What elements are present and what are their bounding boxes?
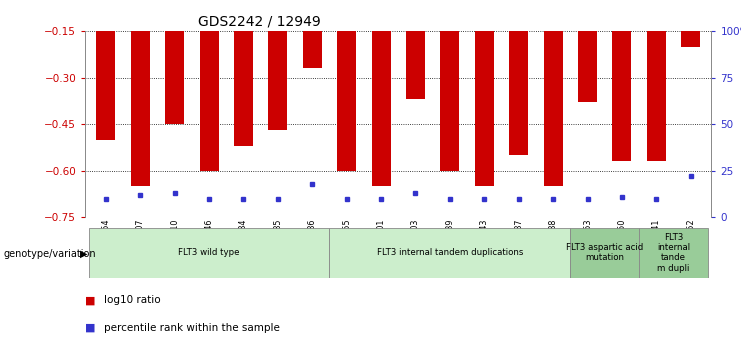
Bar bbox=[613, 31, 631, 161]
Bar bbox=[268, 31, 288, 130]
Text: ▶: ▶ bbox=[80, 249, 87, 258]
Text: GDS2242 / 12949: GDS2242 / 12949 bbox=[198, 14, 321, 29]
Bar bbox=[165, 31, 184, 124]
Bar bbox=[337, 31, 356, 171]
Text: FLT3 internal tandem duplications: FLT3 internal tandem duplications bbox=[376, 248, 523, 257]
Text: ■: ■ bbox=[85, 295, 96, 305]
Bar bbox=[509, 31, 528, 155]
Bar bbox=[406, 31, 425, 99]
Bar bbox=[647, 31, 665, 161]
Bar bbox=[681, 31, 700, 47]
Bar bbox=[199, 31, 219, 171]
Bar bbox=[131, 31, 150, 186]
Bar bbox=[578, 31, 597, 102]
Bar bbox=[96, 31, 116, 140]
Bar bbox=[330, 228, 571, 278]
Bar bbox=[303, 31, 322, 68]
Bar bbox=[372, 31, 391, 186]
Bar bbox=[234, 31, 253, 146]
Text: percentile rank within the sample: percentile rank within the sample bbox=[104, 323, 279, 333]
Bar bbox=[639, 228, 708, 278]
Text: FLT3 aspartic acid
mutation: FLT3 aspartic acid mutation bbox=[566, 243, 643, 263]
Text: FLT3
internal
tande
m dupli: FLT3 internal tande m dupli bbox=[657, 233, 690, 273]
Bar bbox=[440, 31, 459, 171]
Bar bbox=[89, 228, 330, 278]
Bar bbox=[571, 228, 639, 278]
Text: FLT3 wild type: FLT3 wild type bbox=[179, 248, 240, 257]
Text: ■: ■ bbox=[85, 323, 96, 333]
Bar bbox=[475, 31, 494, 186]
Text: log10 ratio: log10 ratio bbox=[104, 295, 160, 305]
Bar bbox=[544, 31, 562, 186]
Text: genotype/variation: genotype/variation bbox=[4, 249, 96, 258]
